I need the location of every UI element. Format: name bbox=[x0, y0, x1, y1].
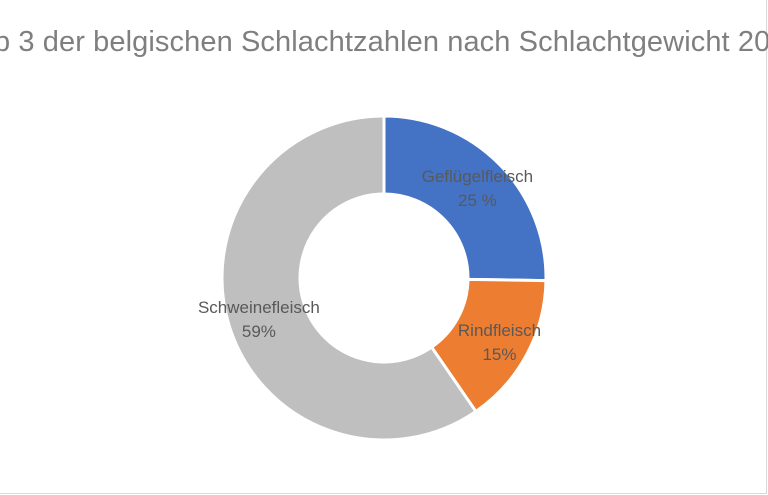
data-label-percentage: 25 % bbox=[458, 191, 497, 210]
slice-schweinefleisch bbox=[220, 114, 478, 442]
slice-geflugelfleisch bbox=[382, 114, 548, 283]
data-label-category: Rindfleisch bbox=[458, 321, 541, 340]
data-label-percentage: 15% bbox=[482, 345, 516, 364]
data-label-category: Geflügelfleisch bbox=[422, 167, 534, 186]
data-labels: Geflügelfleisch 25 % Rindfleisch 15% Schwein… bbox=[198, 167, 541, 364]
data-label-category: Schweinefleisch bbox=[198, 298, 320, 317]
data-label-schweinefleisch: Schweinefleisch 59% bbox=[198, 298, 320, 341]
chart-title: Top 3 der belgischen Schlachtzahlen nach… bbox=[0, 26, 768, 58]
data-label-percentage: 59% bbox=[242, 322, 276, 341]
data-label-rindfleisch: Rindfleisch 15% bbox=[458, 321, 541, 364]
data-label-geflugelfleisch: Geflügelfleisch 25 % bbox=[422, 167, 534, 210]
